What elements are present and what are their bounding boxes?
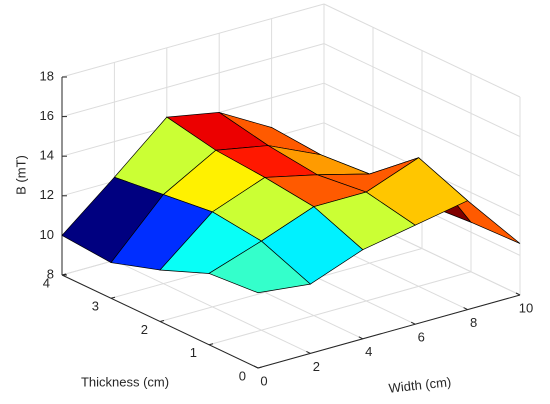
y-axis-label: Thickness (cm)	[81, 374, 169, 389]
z-tick-label: 10	[40, 227, 54, 242]
grid-line	[61, 3, 325, 78]
x-tick-label: 8	[470, 315, 477, 330]
tick-mark	[463, 307, 468, 311]
grid-line	[61, 43, 325, 118]
x-tick-label: 2	[313, 359, 320, 374]
tick-mark	[208, 343, 214, 346]
tick-mark	[61, 273, 67, 276]
z-tick-label: 8	[47, 266, 54, 281]
tick-mark	[159, 320, 165, 322]
y-tick-label: 3	[92, 299, 99, 314]
x-tick-label: 0	[260, 373, 267, 388]
tick-mark	[257, 366, 263, 369]
tick-mark	[410, 321, 416, 325]
z-tick-label: 14	[40, 148, 54, 163]
tick-mark	[515, 292, 521, 296]
tick-mark	[306, 350, 311, 354]
x-axis-label: Width (cm)	[388, 374, 452, 395]
y-tick-label: 0	[239, 368, 246, 383]
y-tick-label: 1	[190, 345, 197, 360]
surface-patch	[208, 240, 312, 294]
x-tick-label: 6	[418, 330, 425, 345]
x-tick-label: 4	[365, 344, 372, 359]
y-tick-label: 2	[141, 322, 148, 337]
z-tick-label: 12	[40, 187, 54, 202]
tick-mark	[253, 365, 259, 369]
z-tick-label: 16	[40, 108, 54, 123]
z-tick-label: 18	[40, 68, 54, 83]
x-tick-label: 10	[519, 300, 533, 315]
y-tick-label: 4	[43, 275, 50, 290]
grid-line	[208, 271, 472, 346]
tick-mark	[110, 296, 116, 299]
tick-mark	[358, 336, 364, 340]
axis-line	[257, 294, 521, 369]
z-axis-label: B (mT)	[13, 155, 28, 195]
